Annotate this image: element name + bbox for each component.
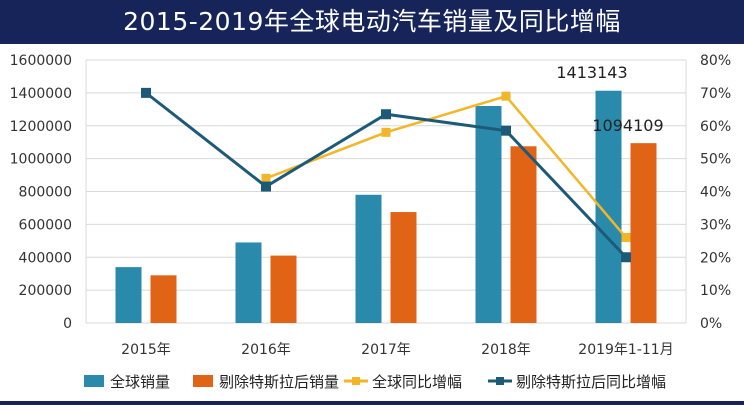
legend-ex-tesla-yoy-label: 剔除特斯拉后同比增幅 [516, 373, 666, 391]
legend-global-yoy-swatch-marker [352, 377, 360, 385]
chart-title: 2015-2019年全球电动汽车销量及同比增幅 [123, 7, 621, 36]
legend-global-sales-swatch [84, 375, 104, 387]
point-ex-tesla-yoy [141, 87, 151, 98]
point-ex-tesla-yoy [621, 252, 631, 263]
x-tick-label: 2018年 [481, 342, 531, 358]
data-label-ex-tesla-sales: 1094109 [592, 116, 663, 135]
point-global-yoy [501, 91, 511, 101]
bar-global-sales [475, 106, 502, 324]
y-left-tick-label: 1600000 [10, 53, 72, 69]
point-ex-tesla-yoy [501, 125, 511, 136]
legend-ex-tesla-sales-swatch [193, 375, 213, 387]
bar-ex-tesla-sales [150, 275, 177, 323]
legend-global-sales-label: 全球销量 [110, 373, 170, 391]
bottom-border [0, 401, 744, 405]
legend-ex-tesla-yoy-swatch-marker [496, 377, 504, 385]
y-right-tick-label: 0% [700, 316, 722, 332]
y-right-tick-label: 60% [700, 119, 731, 135]
y-right-tick-label: 30% [700, 217, 731, 233]
y-left-tick-label: 400000 [19, 250, 72, 266]
bar-ex-tesla-sales [630, 143, 657, 323]
y-left-tick-label: 0 [63, 316, 72, 332]
legend-global-yoy-label: 全球同比增幅 [372, 373, 462, 391]
y-right-tick-label: 50% [700, 152, 731, 168]
y-left-tick-label: 800000 [19, 185, 72, 201]
point-global-yoy [381, 127, 391, 137]
point-global-yoy [621, 233, 631, 243]
y-right-tick-label: 80% [700, 53, 731, 69]
bar-ex-tesla-sales [390, 212, 417, 323]
y-left-tick-label: 1400000 [10, 86, 72, 102]
y-left-tick-label: 1000000 [10, 152, 72, 168]
y-left-tick-label: 1200000 [10, 119, 72, 135]
x-tick-label: 2015年 [121, 342, 171, 358]
y-left-tick-label: 200000 [19, 283, 72, 299]
bar-global-sales [115, 267, 142, 323]
y-right-tick-label: 40% [700, 185, 731, 201]
y-left-tick-label: 600000 [19, 217, 72, 233]
x-tick-label: 2017年 [361, 342, 411, 358]
y-right-tick-label: 10% [700, 283, 731, 299]
y-right-tick-label: 20% [700, 250, 731, 266]
bar-global-sales [235, 242, 262, 323]
bar-ex-tesla-sales [270, 255, 297, 323]
title-bar [0, 0, 744, 44]
line-global-yoy [265, 94, 627, 239]
y-right-tick-label: 70% [700, 86, 731, 102]
point-ex-tesla-yoy [381, 109, 391, 120]
point-global-yoy [261, 173, 271, 183]
bar-global-sales [355, 194, 382, 323]
x-tick-label: 2016年 [241, 342, 291, 358]
data-label-global-sales: 1413143 [556, 63, 627, 82]
point-ex-tesla-yoy [261, 181, 271, 192]
bar-ex-tesla-sales [510, 146, 537, 323]
x-tick-label: 2019年1-11月 [578, 342, 673, 358]
legend-ex-tesla-sales-label: 剔除特斯拉后销量 [219, 373, 339, 391]
